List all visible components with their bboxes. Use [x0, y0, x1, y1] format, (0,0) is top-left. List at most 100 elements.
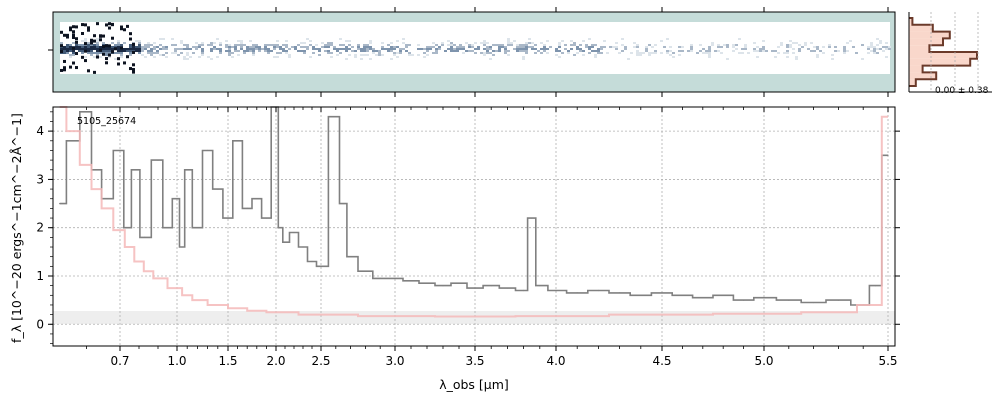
flux-point [342, 202, 344, 205]
twod-pixel [255, 46, 258, 48]
twod-pixel [621, 38, 624, 40]
twod-pixel [732, 46, 735, 48]
twod-pixel [252, 48, 255, 50]
twod-pixel [678, 54, 681, 56]
twod-pixel [804, 42, 807, 44]
flux-point [59, 202, 61, 205]
twod-pixel [138, 40, 141, 42]
twod-pixel [492, 50, 495, 52]
twod-pixel [561, 40, 564, 42]
twod-pixel [786, 52, 789, 54]
twod-pixel [420, 48, 423, 50]
twod-pixel [498, 50, 501, 52]
twod-pixel [207, 56, 210, 58]
twod-pixel [876, 52, 879, 54]
twod-pixel [438, 48, 441, 50]
twod-pixel [507, 38, 510, 40]
twod-pixel [789, 40, 792, 42]
twod-pixel [792, 42, 795, 44]
twod-pixel [513, 48, 516, 50]
twod-pixel [102, 44, 105, 46]
twod-pixel [885, 48, 888, 50]
twod-pixel [819, 50, 822, 52]
twod-pixel [762, 48, 765, 50]
plot-frame [52, 106, 896, 347]
twod-pixel [732, 44, 735, 46]
twod-pixel [123, 48, 126, 50]
twod-pixel [327, 52, 330, 54]
twod-pixel [822, 52, 825, 54]
twod-pixel [153, 46, 156, 48]
twod-pixel [156, 50, 159, 52]
twod-pixel [810, 42, 813, 44]
twod-pixel [558, 56, 561, 58]
twod-pixel [672, 52, 675, 54]
twod-pixel [153, 42, 156, 44]
flux-series [59, 106, 888, 306]
twod-pixel [126, 50, 129, 52]
twod-pixel [417, 44, 420, 46]
twod-pixel [681, 50, 684, 52]
twod-pixel [723, 44, 726, 46]
twod-pixel [885, 56, 888, 58]
twod-pixel [111, 42, 114, 44]
twod-pixel [345, 46, 348, 48]
twod-pixel [267, 52, 270, 54]
twod-pixel [720, 46, 723, 48]
twod-pixel [645, 48, 648, 50]
twod-pixel [540, 42, 543, 44]
twod-pixel [72, 50, 75, 52]
twod-pixel [297, 50, 300, 52]
twod-pixel [360, 54, 363, 56]
twod-pixel [594, 50, 597, 52]
twod-pixel [318, 48, 321, 50]
twod-pixel [312, 48, 315, 50]
twod-pixel [69, 46, 72, 48]
twod-pixel [450, 50, 453, 52]
twod-noise-pixel [75, 52, 78, 56]
histogram-outline [909, 17, 978, 87]
twod-pixel [447, 44, 450, 46]
twod-pixel [81, 50, 84, 52]
twod-pixel [726, 46, 729, 48]
twod-pixel [489, 46, 492, 48]
flux-point [85, 111, 88, 113]
twod-pixel [369, 40, 372, 42]
twod-pixel [135, 50, 138, 52]
twod-pixel [357, 46, 360, 48]
twod-pixel [87, 52, 90, 54]
twod-noise-pixel [111, 50, 114, 54]
twod-pixel [879, 48, 882, 50]
twod-pixel [69, 50, 72, 52]
twod-pixel [276, 40, 279, 42]
twod-pixel [795, 42, 798, 44]
twod-pixel [102, 50, 105, 52]
twod-noise-pixel [126, 55, 129, 59]
twod-pixel [60, 48, 63, 50]
twod-pixel [138, 42, 141, 44]
twod-pixel [105, 52, 108, 54]
twod-pixel [828, 46, 831, 48]
twod-pixel [516, 50, 519, 52]
twod-pixel [459, 46, 462, 48]
twod-pixel [243, 52, 246, 54]
twod-pixel [147, 42, 150, 44]
twod-noise-pixel [120, 46, 123, 50]
twod-pixel [234, 50, 237, 52]
twod-pixel [381, 54, 384, 56]
twod-pixel [249, 40, 252, 42]
twod-pixel [510, 44, 513, 46]
twod-pixel [846, 42, 849, 44]
twod-noise-pixel [87, 26, 90, 30]
twod-pixel [129, 54, 132, 56]
twod-pixel [699, 44, 702, 46]
flux-point [458, 282, 460, 284]
twod-pixel [129, 52, 132, 54]
flux-point [490, 285, 492, 287]
twod-pixel [63, 50, 66, 52]
twod-pixel [579, 50, 582, 52]
twod-pixel [780, 42, 783, 44]
twod-pixel [84, 56, 87, 58]
twod-pixel [90, 50, 93, 52]
twod-pixel [96, 46, 99, 48]
